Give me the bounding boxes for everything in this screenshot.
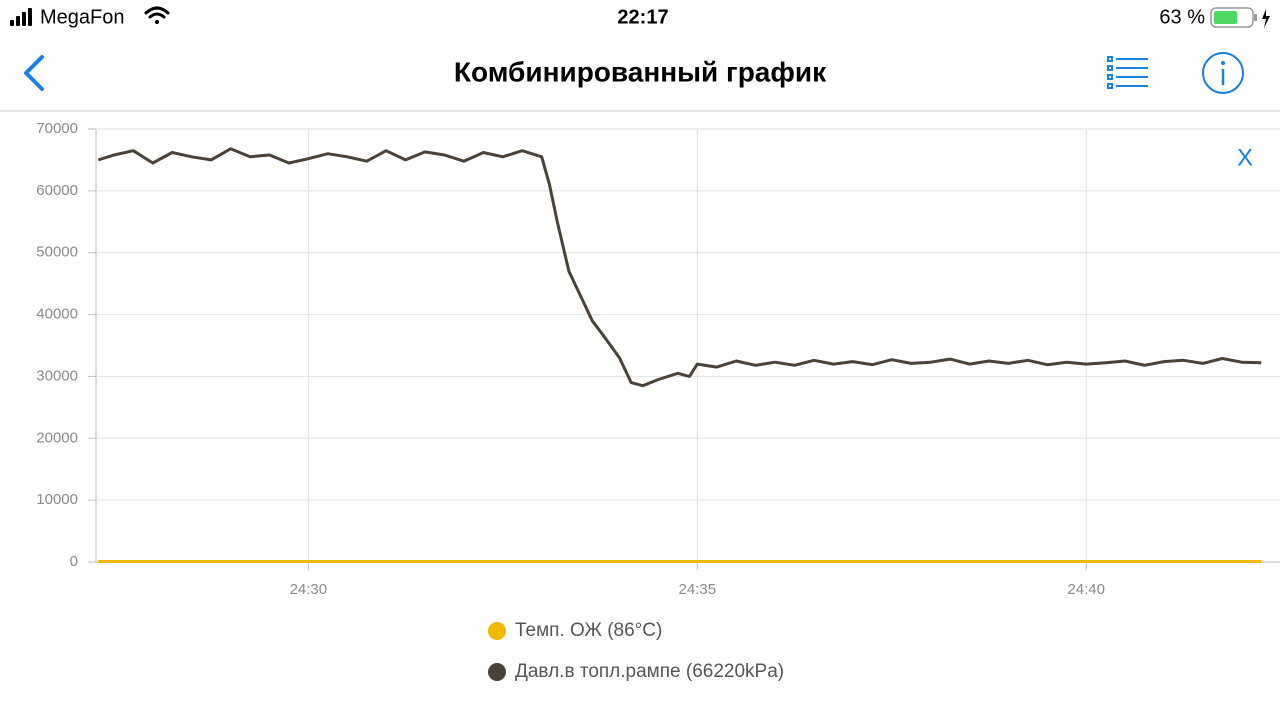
y-tick-label: 50000 bbox=[36, 244, 78, 261]
info-button[interactable] bbox=[1202, 52, 1244, 94]
legend-item[interactable]: Темп. ОЖ (86°C) bbox=[488, 620, 662, 641]
y-tick-label: 70000 bbox=[36, 120, 78, 137]
y-tick-label: 10000 bbox=[36, 491, 78, 508]
y-tick-label: 60000 bbox=[36, 182, 78, 199]
clock: 22:17 bbox=[617, 6, 668, 28]
y-tick-label: 30000 bbox=[36, 367, 78, 384]
y-tick-label: 40000 bbox=[36, 306, 78, 323]
list-button[interactable] bbox=[1107, 56, 1148, 89]
legend-swatch bbox=[488, 622, 506, 640]
signal-icon bbox=[10, 8, 32, 26]
battery-icon bbox=[1210, 7, 1270, 28]
x-tick-label: 24:35 bbox=[679, 581, 717, 598]
carrier: MegaFon bbox=[40, 6, 125, 28]
nav-title: Комбинированный график bbox=[454, 56, 827, 87]
battery-text: 63 % bbox=[1159, 6, 1205, 28]
x-tick-label: 24:40 bbox=[1067, 581, 1105, 598]
legend-swatch bbox=[488, 663, 506, 681]
legend-label: Темп. ОЖ (86°C) bbox=[515, 620, 662, 641]
y-tick-label: 0 bbox=[70, 553, 78, 570]
back-button[interactable] bbox=[24, 55, 44, 91]
y-tick-label: 20000 bbox=[36, 429, 78, 446]
wifi-icon bbox=[144, 6, 170, 24]
close-button[interactable]: X bbox=[1237, 144, 1253, 171]
legend-label: Давл.в топл.рампе (66220kPa) bbox=[515, 661, 784, 682]
x-tick-label: 24:30 bbox=[290, 581, 328, 598]
chart: 0 10000 20000 30000 40000 50000 60000 70000 24:3… bbox=[36, 120, 1280, 682]
legend-item[interactable]: Давл.в топл.рампе (66220kPa) bbox=[488, 661, 784, 682]
series-line bbox=[97, 147, 1262, 388]
